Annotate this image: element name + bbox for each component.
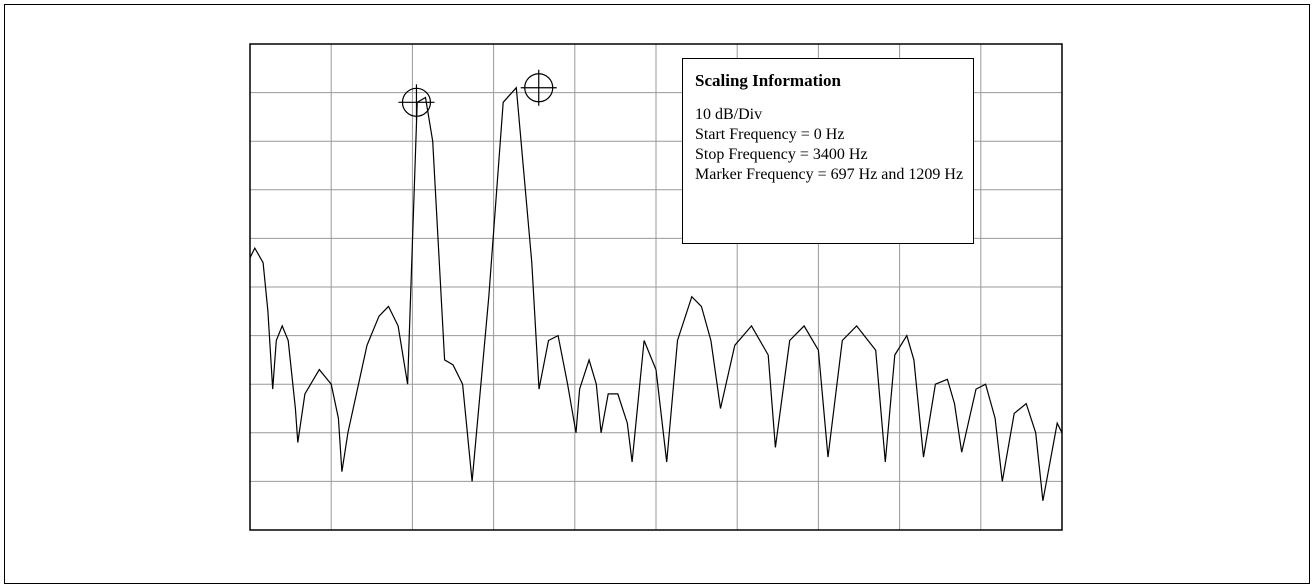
scaling-info-box: Scaling Information 10 dB/Div Start Freq… <box>682 58 974 244</box>
spectrum-plot <box>0 0 1314 567</box>
marker-layer <box>398 70 556 121</box>
scaling-info-div: 10 dB/Div <box>695 105 965 125</box>
scaling-info-start: Start Frequency = 0 Hz <box>695 125 965 145</box>
frequency-marker <box>398 84 434 120</box>
scaling-info-stop: Stop Frequency = 3400 Hz <box>695 145 965 165</box>
frequency-marker <box>521 70 557 106</box>
scaling-info-marker: Marker Frequency = 697 Hz and 1209 Hz <box>695 165 965 185</box>
scaling-info-title: Scaling Information <box>695 71 963 91</box>
